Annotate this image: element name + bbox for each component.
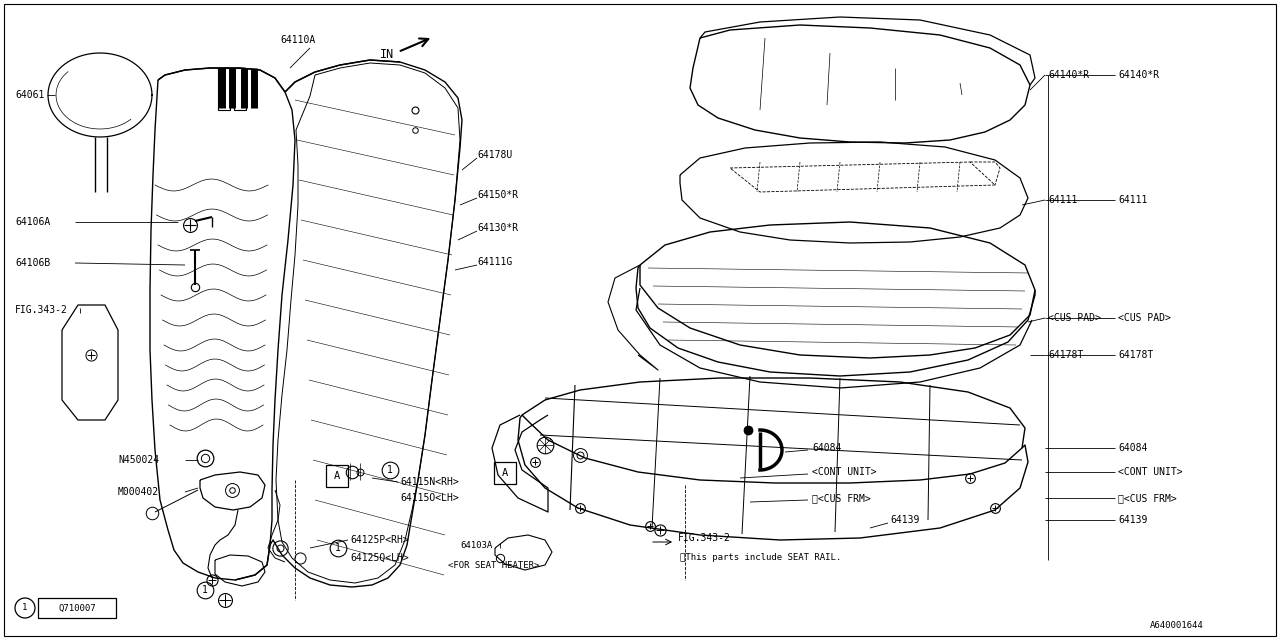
Text: A640001644: A640001644: [1149, 621, 1203, 630]
Text: 64178T: 64178T: [1048, 350, 1083, 360]
Text: 1: 1: [22, 604, 28, 612]
Text: <CONT UNIT>: <CONT UNIT>: [1117, 467, 1183, 477]
Text: M000402: M000402: [118, 487, 159, 497]
Text: 64139: 64139: [1117, 515, 1147, 525]
Text: 64125P<RH>: 64125P<RH>: [349, 535, 408, 545]
Text: 64150*R: 64150*R: [477, 190, 518, 200]
Text: 64111: 64111: [1117, 195, 1147, 205]
Bar: [234, 68, 246, 110]
Text: 64115O<LH>: 64115O<LH>: [399, 493, 458, 503]
Text: 64178U: 64178U: [477, 150, 512, 160]
Text: 1: 1: [335, 543, 340, 553]
Text: ※<CUS FRM>: ※<CUS FRM>: [812, 493, 870, 503]
Bar: [218, 68, 230, 110]
Text: 64111G: 64111G: [477, 257, 512, 267]
Text: 64178T: 64178T: [1117, 350, 1153, 360]
Text: N450024: N450024: [118, 455, 159, 465]
Text: 64140*R: 64140*R: [1117, 70, 1160, 80]
FancyBboxPatch shape: [326, 465, 348, 487]
Text: A: A: [334, 471, 340, 481]
FancyBboxPatch shape: [494, 462, 516, 484]
Text: ※<CUS FRM>: ※<CUS FRM>: [1117, 493, 1176, 503]
Text: FIG.343-2: FIG.343-2: [678, 533, 731, 543]
Text: <FOR SEAT HEATER>: <FOR SEAT HEATER>: [448, 561, 539, 570]
Text: 64106B: 64106B: [15, 258, 50, 268]
Text: 64139: 64139: [890, 515, 919, 525]
Text: 1: 1: [202, 585, 207, 595]
Text: 64110A: 64110A: [280, 35, 315, 45]
Text: FIG.343-2: FIG.343-2: [15, 305, 68, 315]
Text: 64106A: 64106A: [15, 217, 50, 227]
Text: 1: 1: [387, 465, 393, 475]
Text: 64061: 64061: [15, 90, 45, 100]
Text: ※This parts include SEAT RAIL.: ※This parts include SEAT RAIL.: [680, 554, 841, 563]
Text: 64130*R: 64130*R: [477, 223, 518, 233]
Text: 64115N<RH>: 64115N<RH>: [399, 477, 458, 487]
FancyBboxPatch shape: [38, 598, 116, 618]
Text: <CUS PAD>: <CUS PAD>: [1117, 313, 1171, 323]
Text: <CONT UNIT>: <CONT UNIT>: [812, 467, 877, 477]
Text: 64111: 64111: [1048, 195, 1078, 205]
Text: A: A: [502, 468, 508, 478]
Text: 64140*R: 64140*R: [1048, 70, 1089, 80]
Text: 64103A: 64103A: [460, 541, 493, 550]
Text: <CUS PAD>: <CUS PAD>: [1048, 313, 1101, 323]
Text: 64084: 64084: [1117, 443, 1147, 453]
Text: 64084: 64084: [812, 443, 841, 453]
Text: IN: IN: [380, 49, 394, 61]
Text: Q710007: Q710007: [58, 604, 96, 612]
Text: 64125Q<LH>: 64125Q<LH>: [349, 553, 408, 563]
